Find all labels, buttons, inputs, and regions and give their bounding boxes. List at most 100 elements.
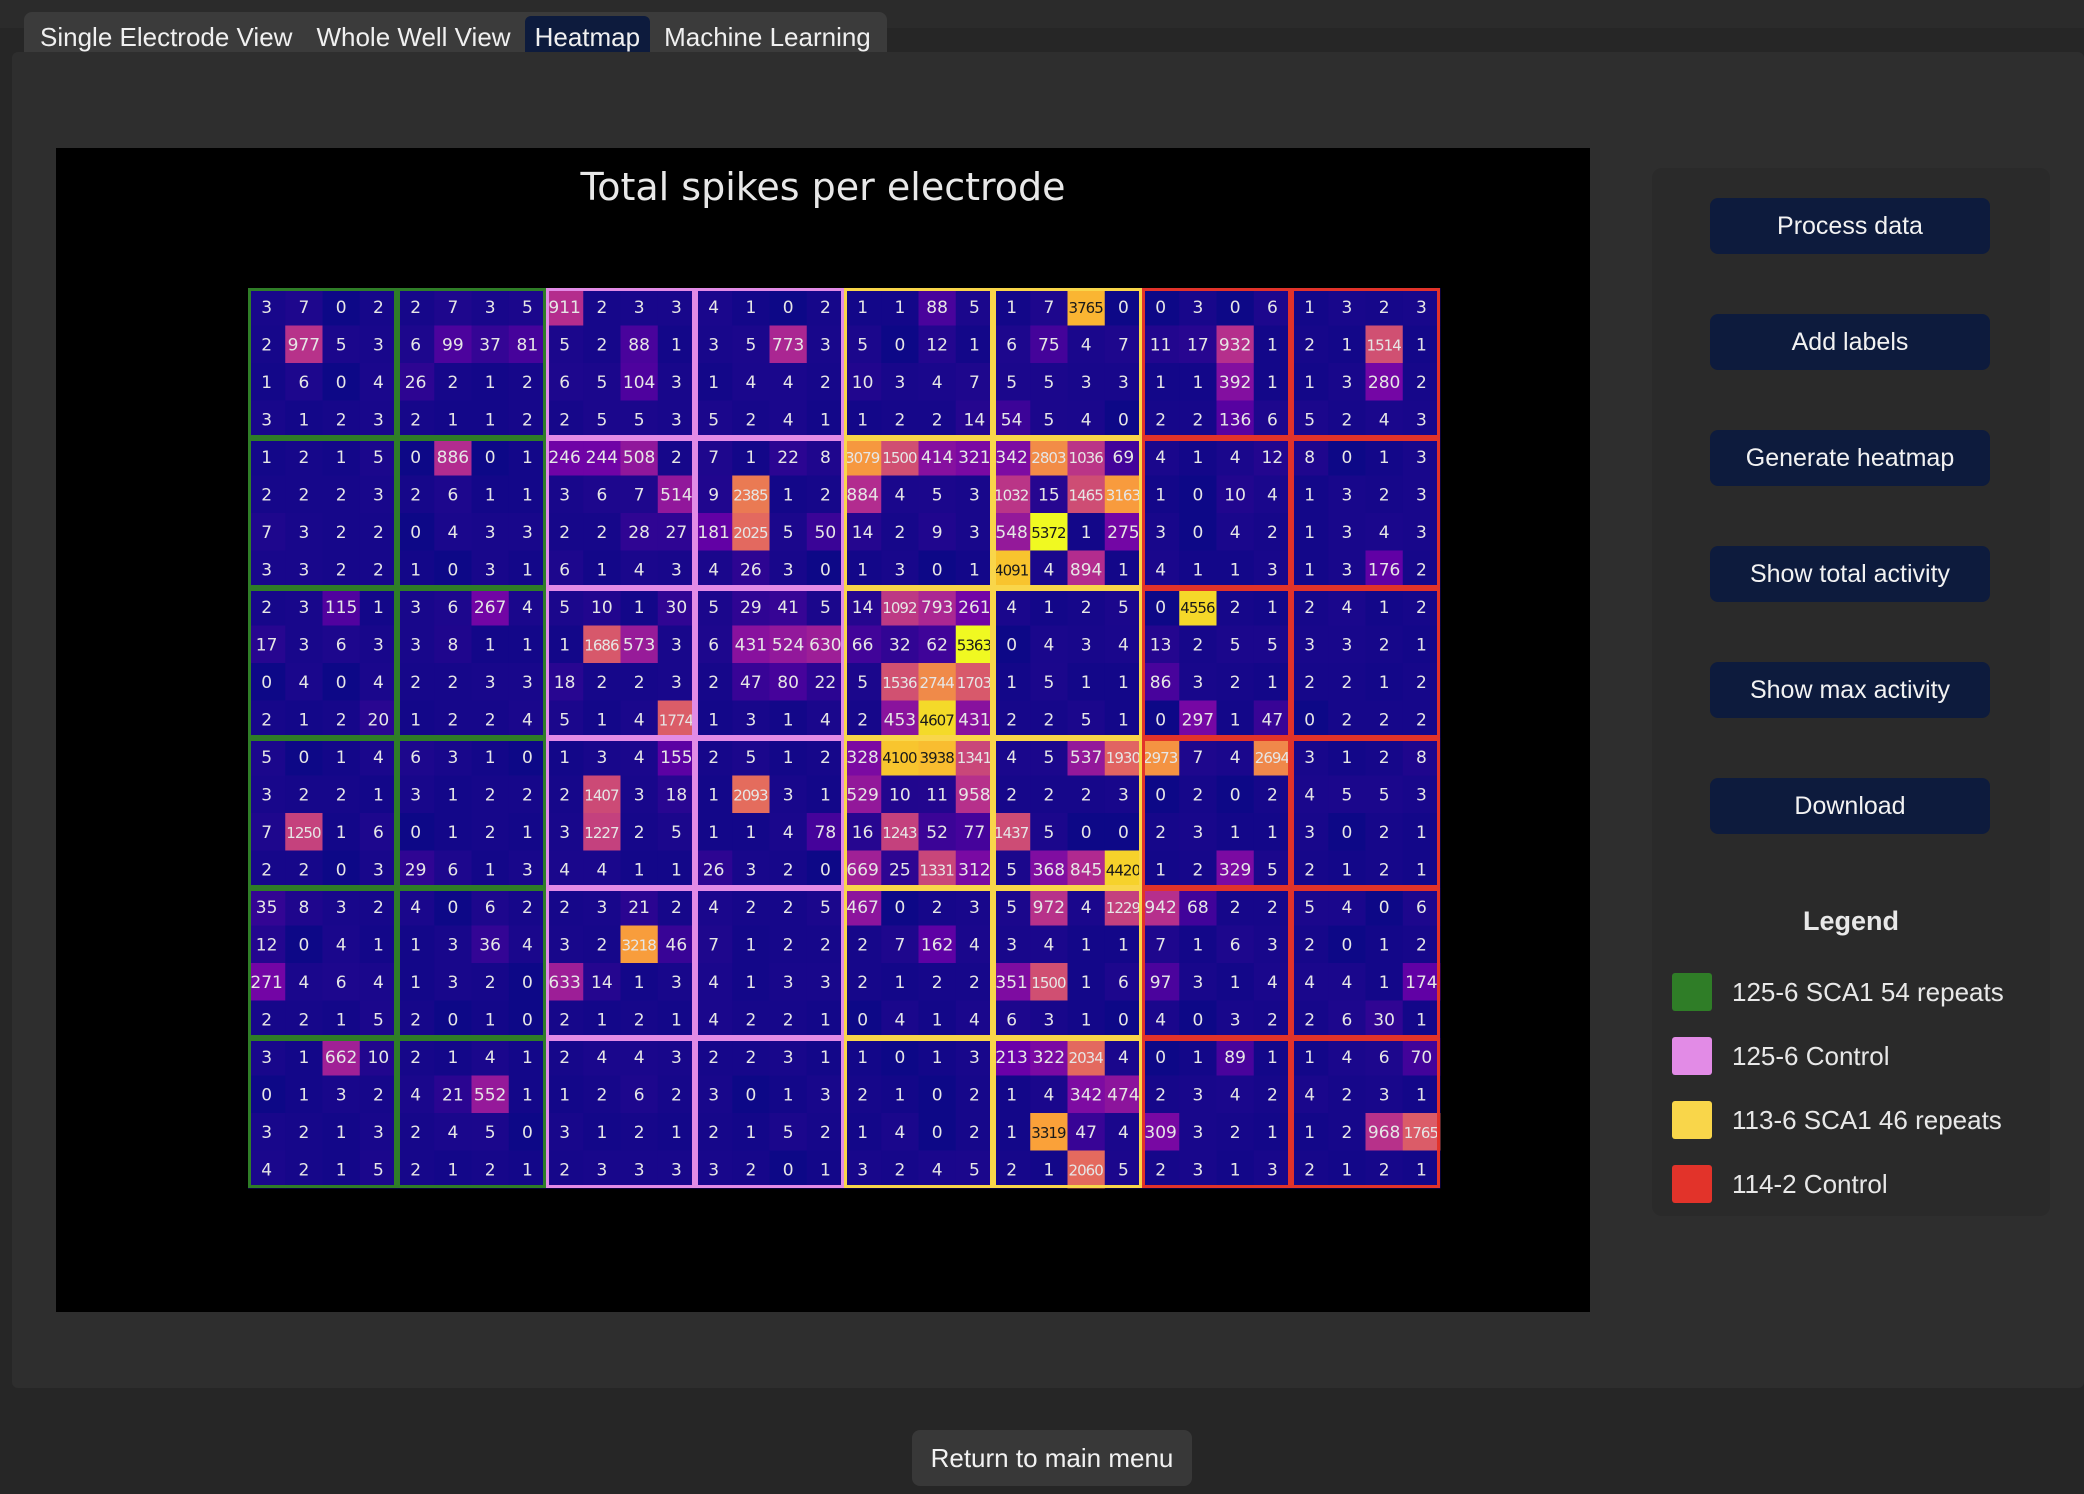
well-border bbox=[1291, 738, 1440, 888]
heatmap-cell bbox=[1030, 738, 1068, 776]
heatmap-cell-value: 13 bbox=[1150, 635, 1172, 655]
heatmap-cell bbox=[806, 325, 845, 364]
heatmap-cell bbox=[397, 1150, 435, 1189]
show-total-activity-button[interactable]: Show total activity bbox=[1710, 546, 1990, 602]
heatmap-cell-value: 4 bbox=[932, 373, 943, 393]
heatmap-cell bbox=[359, 963, 398, 1001]
tab-heatmap[interactable]: Heatmap bbox=[524, 15, 651, 59]
heatmap-cell bbox=[769, 625, 808, 664]
heatmap-cell-value: 3 bbox=[671, 298, 682, 318]
heatmap-cell bbox=[732, 888, 770, 926]
heatmap-cell-value: 1 bbox=[485, 860, 496, 880]
heatmap-cell-value: 2 bbox=[1379, 635, 1390, 655]
heatmap-cell-value: 1 bbox=[522, 1160, 533, 1180]
heatmap-cell-value: 3938 bbox=[920, 749, 955, 767]
heatmap-cell bbox=[806, 775, 845, 814]
heatmap-cell bbox=[508, 850, 547, 889]
heatmap-cell bbox=[806, 963, 845, 1001]
heatmap-cell-value: 5 bbox=[932, 485, 943, 505]
well-border bbox=[546, 1038, 695, 1188]
heatmap-cell bbox=[657, 513, 696, 551]
heatmap-cell bbox=[695, 1113, 733, 1151]
heatmap-cell bbox=[1030, 438, 1068, 476]
heatmap-cell bbox=[993, 288, 1031, 326]
heatmap-cell-value: 1 bbox=[671, 1010, 682, 1030]
process-data-button[interactable]: Process data bbox=[1710, 198, 1990, 254]
heatmap-cell bbox=[695, 963, 733, 1001]
heatmap-cell bbox=[1179, 850, 1217, 889]
heatmap-cell-value: 1 bbox=[336, 1160, 347, 1180]
heatmap-cell bbox=[434, 475, 472, 514]
heatmap-cell bbox=[285, 1113, 323, 1151]
heatmap-cell bbox=[1365, 475, 1404, 514]
heatmap-cell bbox=[546, 588, 584, 626]
heatmap-cell bbox=[322, 888, 361, 926]
heatmap-cell-value: 1 bbox=[1081, 973, 1092, 993]
heatmap-cell-value: 3 bbox=[1304, 823, 1315, 843]
heatmap-cell-value: 1 bbox=[783, 748, 794, 768]
heatmap-cell-value: 2 bbox=[634, 1123, 645, 1143]
heatmap-cell bbox=[1365, 813, 1404, 851]
heatmap-cell-value: 3 bbox=[783, 1048, 794, 1068]
heatmap-cell bbox=[583, 288, 621, 326]
return-to-main-menu-button[interactable]: Return to main menu bbox=[912, 1430, 1192, 1486]
heatmap-cell bbox=[769, 1038, 808, 1076]
heatmap-cell-value: 1 bbox=[708, 710, 719, 730]
heatmap-cell-value: 5 bbox=[1081, 710, 1092, 730]
heatmap-cell bbox=[397, 475, 435, 514]
heatmap-cell-value: 4 bbox=[932, 1160, 943, 1180]
heatmap-cell-value: 474 bbox=[1107, 1085, 1139, 1105]
heatmap-cell-value: 1 bbox=[932, 1048, 943, 1068]
heatmap-cell bbox=[583, 663, 621, 701]
heatmap-cell bbox=[546, 1075, 584, 1114]
heatmap-cell bbox=[397, 625, 435, 664]
heatmap-cell bbox=[844, 888, 882, 926]
heatmap-cell-value: 5 bbox=[485, 1123, 496, 1143]
heatmap-cell bbox=[285, 363, 323, 401]
heatmap-cell-value: 80 bbox=[777, 673, 799, 693]
heatmap-cell bbox=[471, 925, 510, 964]
heatmap-cell bbox=[1328, 925, 1366, 964]
heatmap-cell-value: 1 bbox=[745, 823, 756, 843]
add-labels-button[interactable]: Add labels bbox=[1710, 314, 1990, 370]
heatmap-cell bbox=[1291, 1113, 1329, 1151]
heatmap-cell-value: 1 bbox=[1230, 560, 1241, 580]
well-border bbox=[248, 588, 397, 738]
heatmap-cell-value: 4556 bbox=[1180, 599, 1215, 617]
show-max-activity-button[interactable]: Show max activity bbox=[1710, 662, 1990, 718]
tab-single-electrode-view[interactable]: Single Electrode View bbox=[40, 21, 293, 52]
tab-machine-learning[interactable]: Machine Learning bbox=[664, 21, 871, 52]
generate-heatmap-button[interactable]: Generate heatmap bbox=[1710, 430, 1990, 486]
heatmap-cell bbox=[1067, 363, 1106, 401]
heatmap-cell bbox=[248, 625, 286, 664]
heatmap-cell-value: 7 bbox=[1192, 748, 1203, 768]
heatmap-cell-value: 0 bbox=[447, 898, 458, 918]
heatmap-cell-value: 2 bbox=[1230, 1123, 1241, 1143]
heatmap-cell bbox=[1030, 625, 1068, 664]
heatmap-cell-value: 0 bbox=[1155, 598, 1166, 618]
heatmap-cell-value: 2 bbox=[671, 448, 682, 468]
heatmap-cell bbox=[769, 775, 808, 814]
download-button[interactable]: Download bbox=[1710, 778, 1990, 834]
heatmap-cell-value: 1 bbox=[1341, 1160, 1352, 1180]
heatmap-cell bbox=[434, 550, 472, 589]
heatmap-cell-value: 3 bbox=[447, 973, 458, 993]
heatmap-cell bbox=[471, 738, 510, 776]
heatmap-cell-value: 2 bbox=[820, 485, 831, 505]
heatmap-cell bbox=[769, 925, 808, 964]
heatmap-cell-value: 2 bbox=[820, 298, 831, 318]
heatmap-cell bbox=[1328, 1075, 1366, 1114]
heatmap-cell bbox=[769, 1150, 808, 1189]
heatmap-cell-value: 1407 bbox=[584, 786, 619, 804]
heatmap-cell-value: 3 bbox=[783, 785, 794, 805]
heatmap-cell bbox=[248, 513, 286, 551]
tab-whole-well-view[interactable]: Whole Well View bbox=[316, 21, 511, 52]
heatmap-cell-value: 886 bbox=[437, 448, 469, 468]
heatmap-cell bbox=[471, 1038, 510, 1076]
heatmap-cell-value: 4 bbox=[708, 298, 719, 318]
heatmap-cell bbox=[620, 1113, 659, 1151]
heatmap-cell bbox=[1179, 625, 1217, 664]
heatmap-cell-value: 17 bbox=[256, 635, 278, 655]
heatmap-cell-value: 30 bbox=[1373, 1010, 1395, 1030]
heatmap-cell-value: 1 bbox=[820, 1160, 831, 1180]
